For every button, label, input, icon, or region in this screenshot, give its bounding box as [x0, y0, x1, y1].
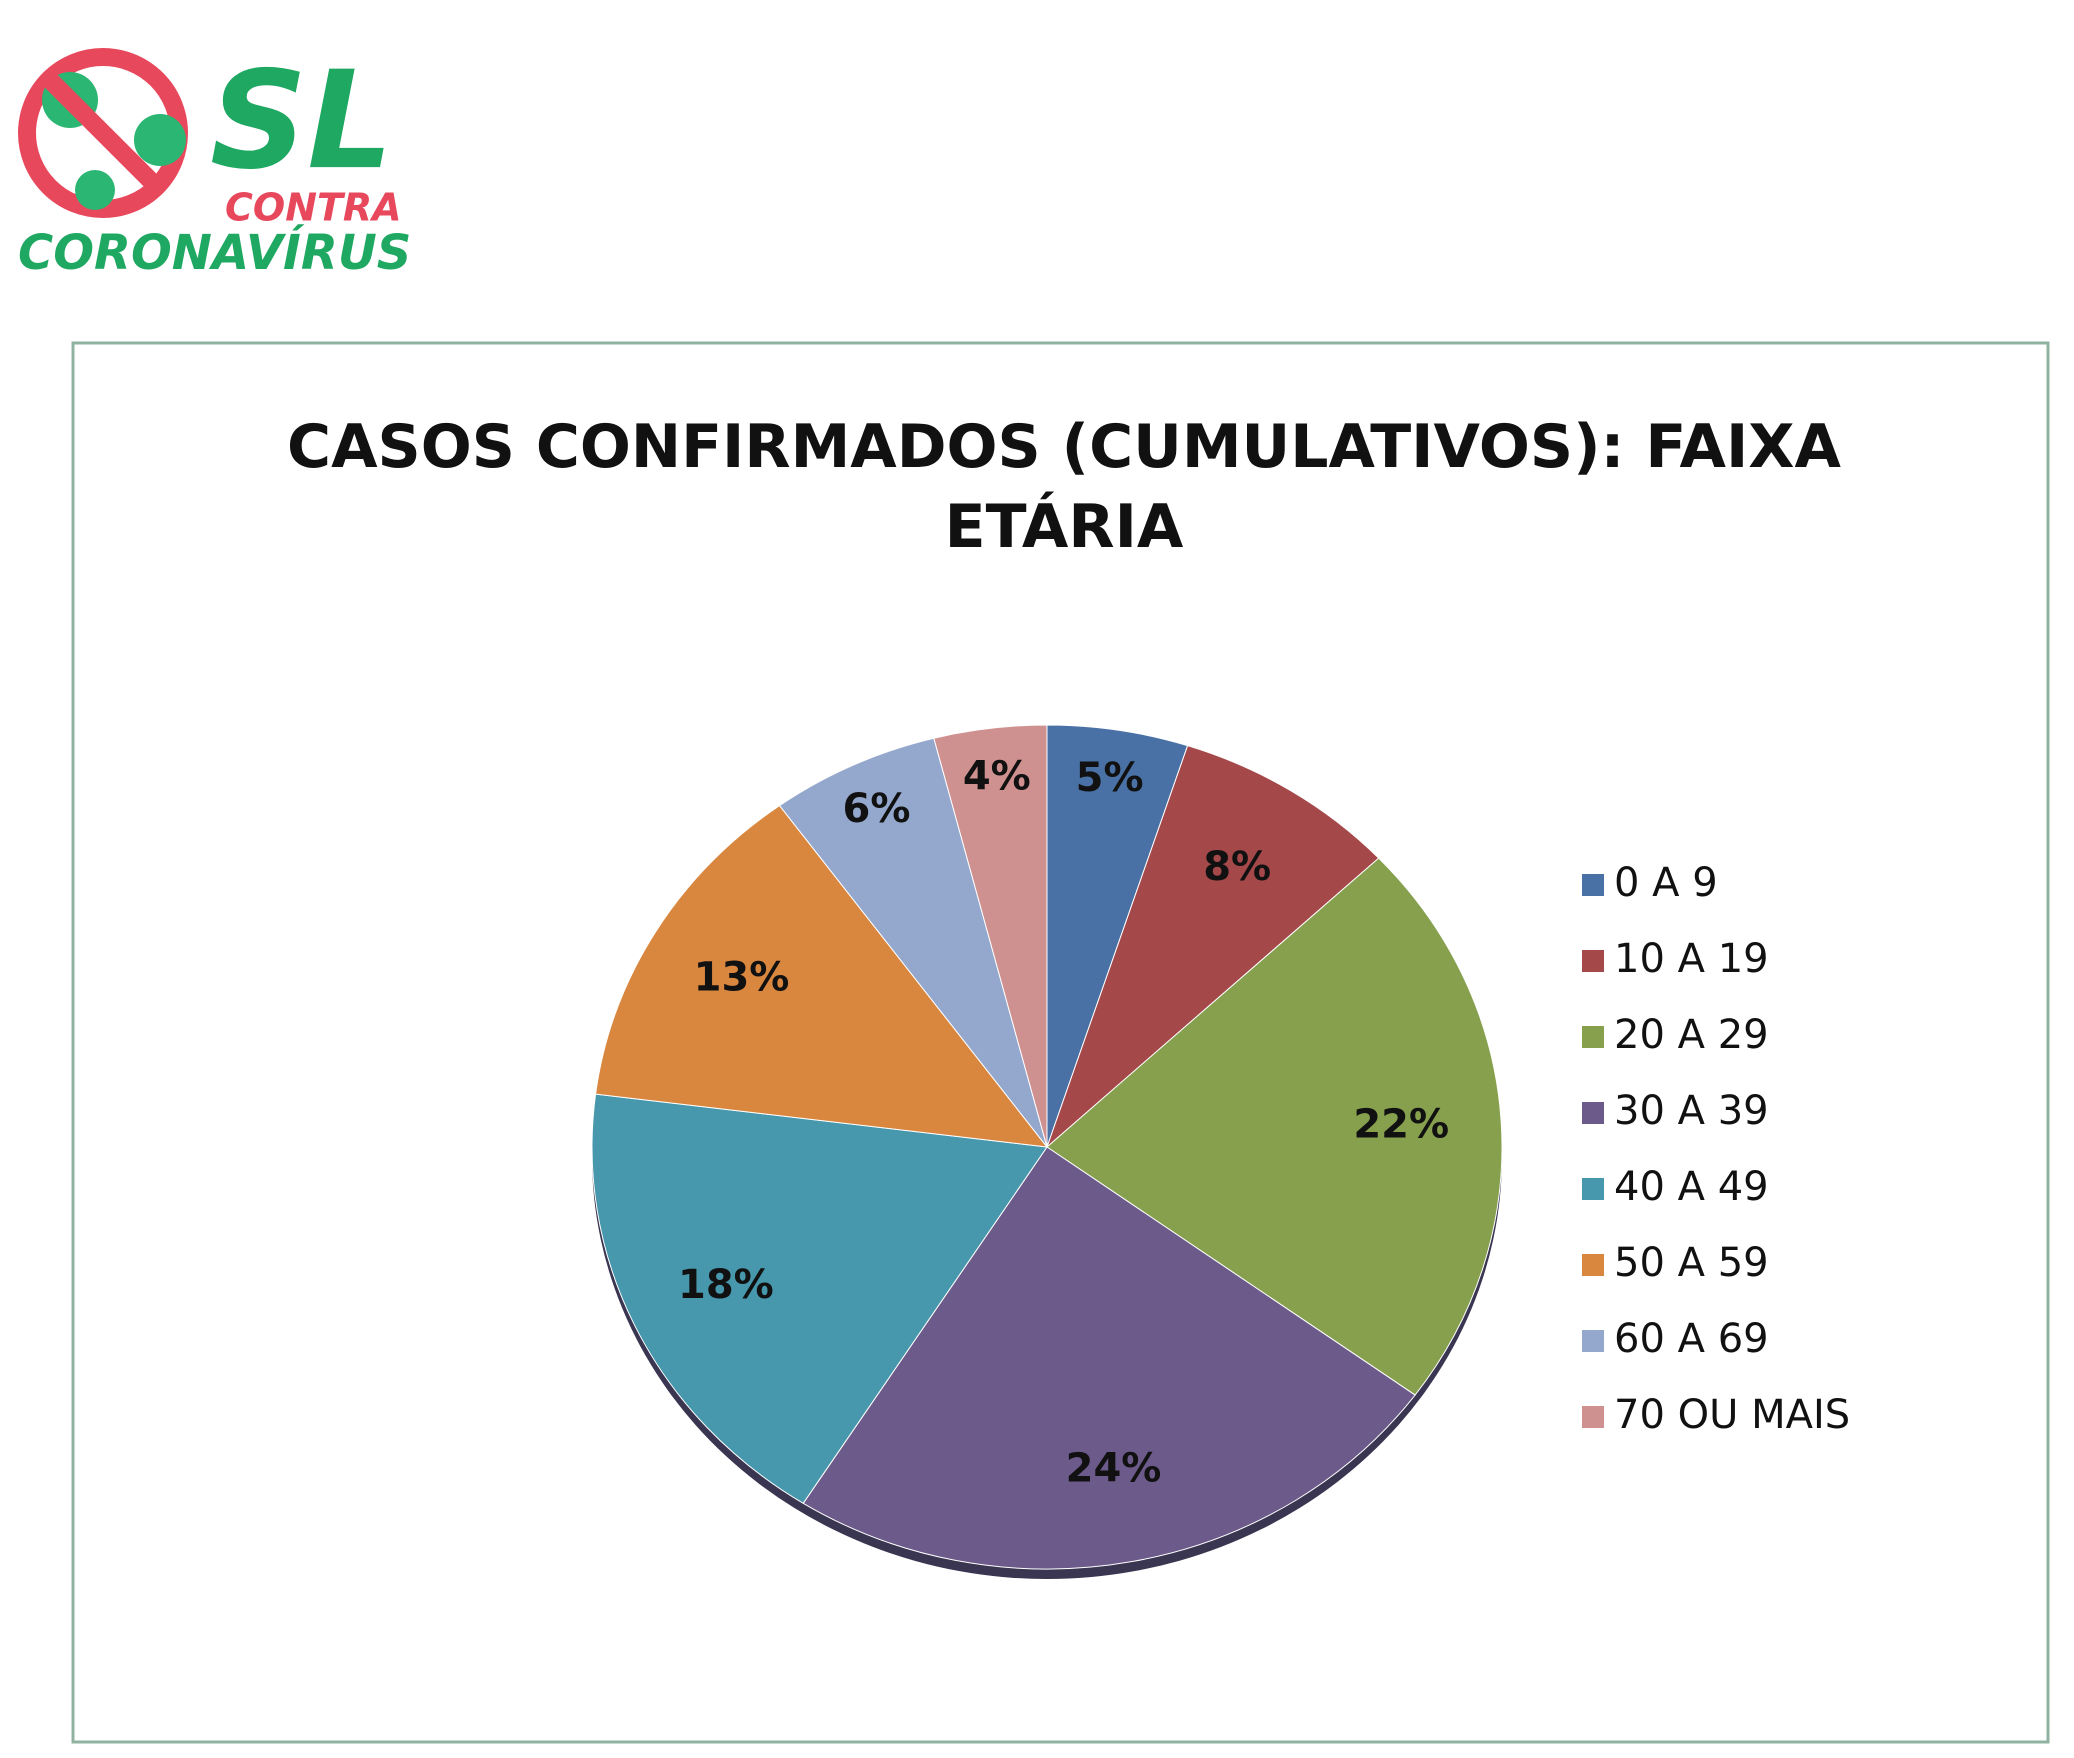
legend-swatch: [1582, 1254, 1604, 1276]
legend-label: 20 A 29: [1614, 1012, 1769, 1058]
pie-slice: [595, 804, 1049, 1148]
logo-slash: [43, 73, 163, 193]
logo-text: CORONAVÍRUS: [18, 224, 411, 281]
legend-swatch: [1582, 1178, 1604, 1200]
data-label: 13%: [694, 954, 790, 1000]
legend-label: 10 A 19: [1614, 936, 1769, 982]
legend-swatch: [1582, 874, 1604, 896]
pie-slice: [1046, 857, 1503, 1396]
legend-swatch: [1582, 1406, 1604, 1428]
legend-label: 50 A 59: [1614, 1240, 1769, 1286]
data-label: 8%: [1203, 844, 1271, 890]
legend-label: 60 A 69: [1614, 1316, 1769, 1362]
data-label: 18%: [678, 1262, 774, 1308]
legend-label: 30 A 39: [1614, 1088, 1769, 1134]
logo: SL CONTRA CORONAVÍRUS: [18, 42, 411, 281]
legend-label: 40 A 49: [1614, 1164, 1769, 1210]
data-label: 5%: [1076, 755, 1144, 801]
legend-swatch: [1582, 950, 1604, 972]
pie-slice: [1046, 724, 1189, 1148]
pie-slice: [591, 1093, 1048, 1504]
legend-swatch: [1582, 1026, 1604, 1048]
logo-text: CONTRA: [225, 186, 402, 230]
legend-swatch: [1582, 1330, 1604, 1352]
data-label: 24%: [1066, 1445, 1162, 1491]
pie-slice: [933, 724, 1048, 1148]
pie-slice: [802, 1146, 1416, 1570]
data-label: 22%: [1353, 1101, 1449, 1147]
logo-virus: [134, 114, 186, 166]
logo-text: SL: [210, 42, 393, 199]
legend-label: 70 OU MAIS: [1614, 1392, 1850, 1438]
pie-slice: [1045, 745, 1380, 1149]
chart-title: CASOS CONFIRMADOS (CUMULATIVOS): FAIXA ET…: [287, 412, 1842, 562]
logo-virus: [75, 170, 115, 210]
data-label: 6%: [843, 786, 911, 832]
legend-swatch: [1582, 1102, 1604, 1124]
data-label: 4%: [963, 754, 1031, 800]
legend-label: 0 A 9: [1614, 860, 1718, 906]
pie-slice: [778, 737, 1048, 1148]
